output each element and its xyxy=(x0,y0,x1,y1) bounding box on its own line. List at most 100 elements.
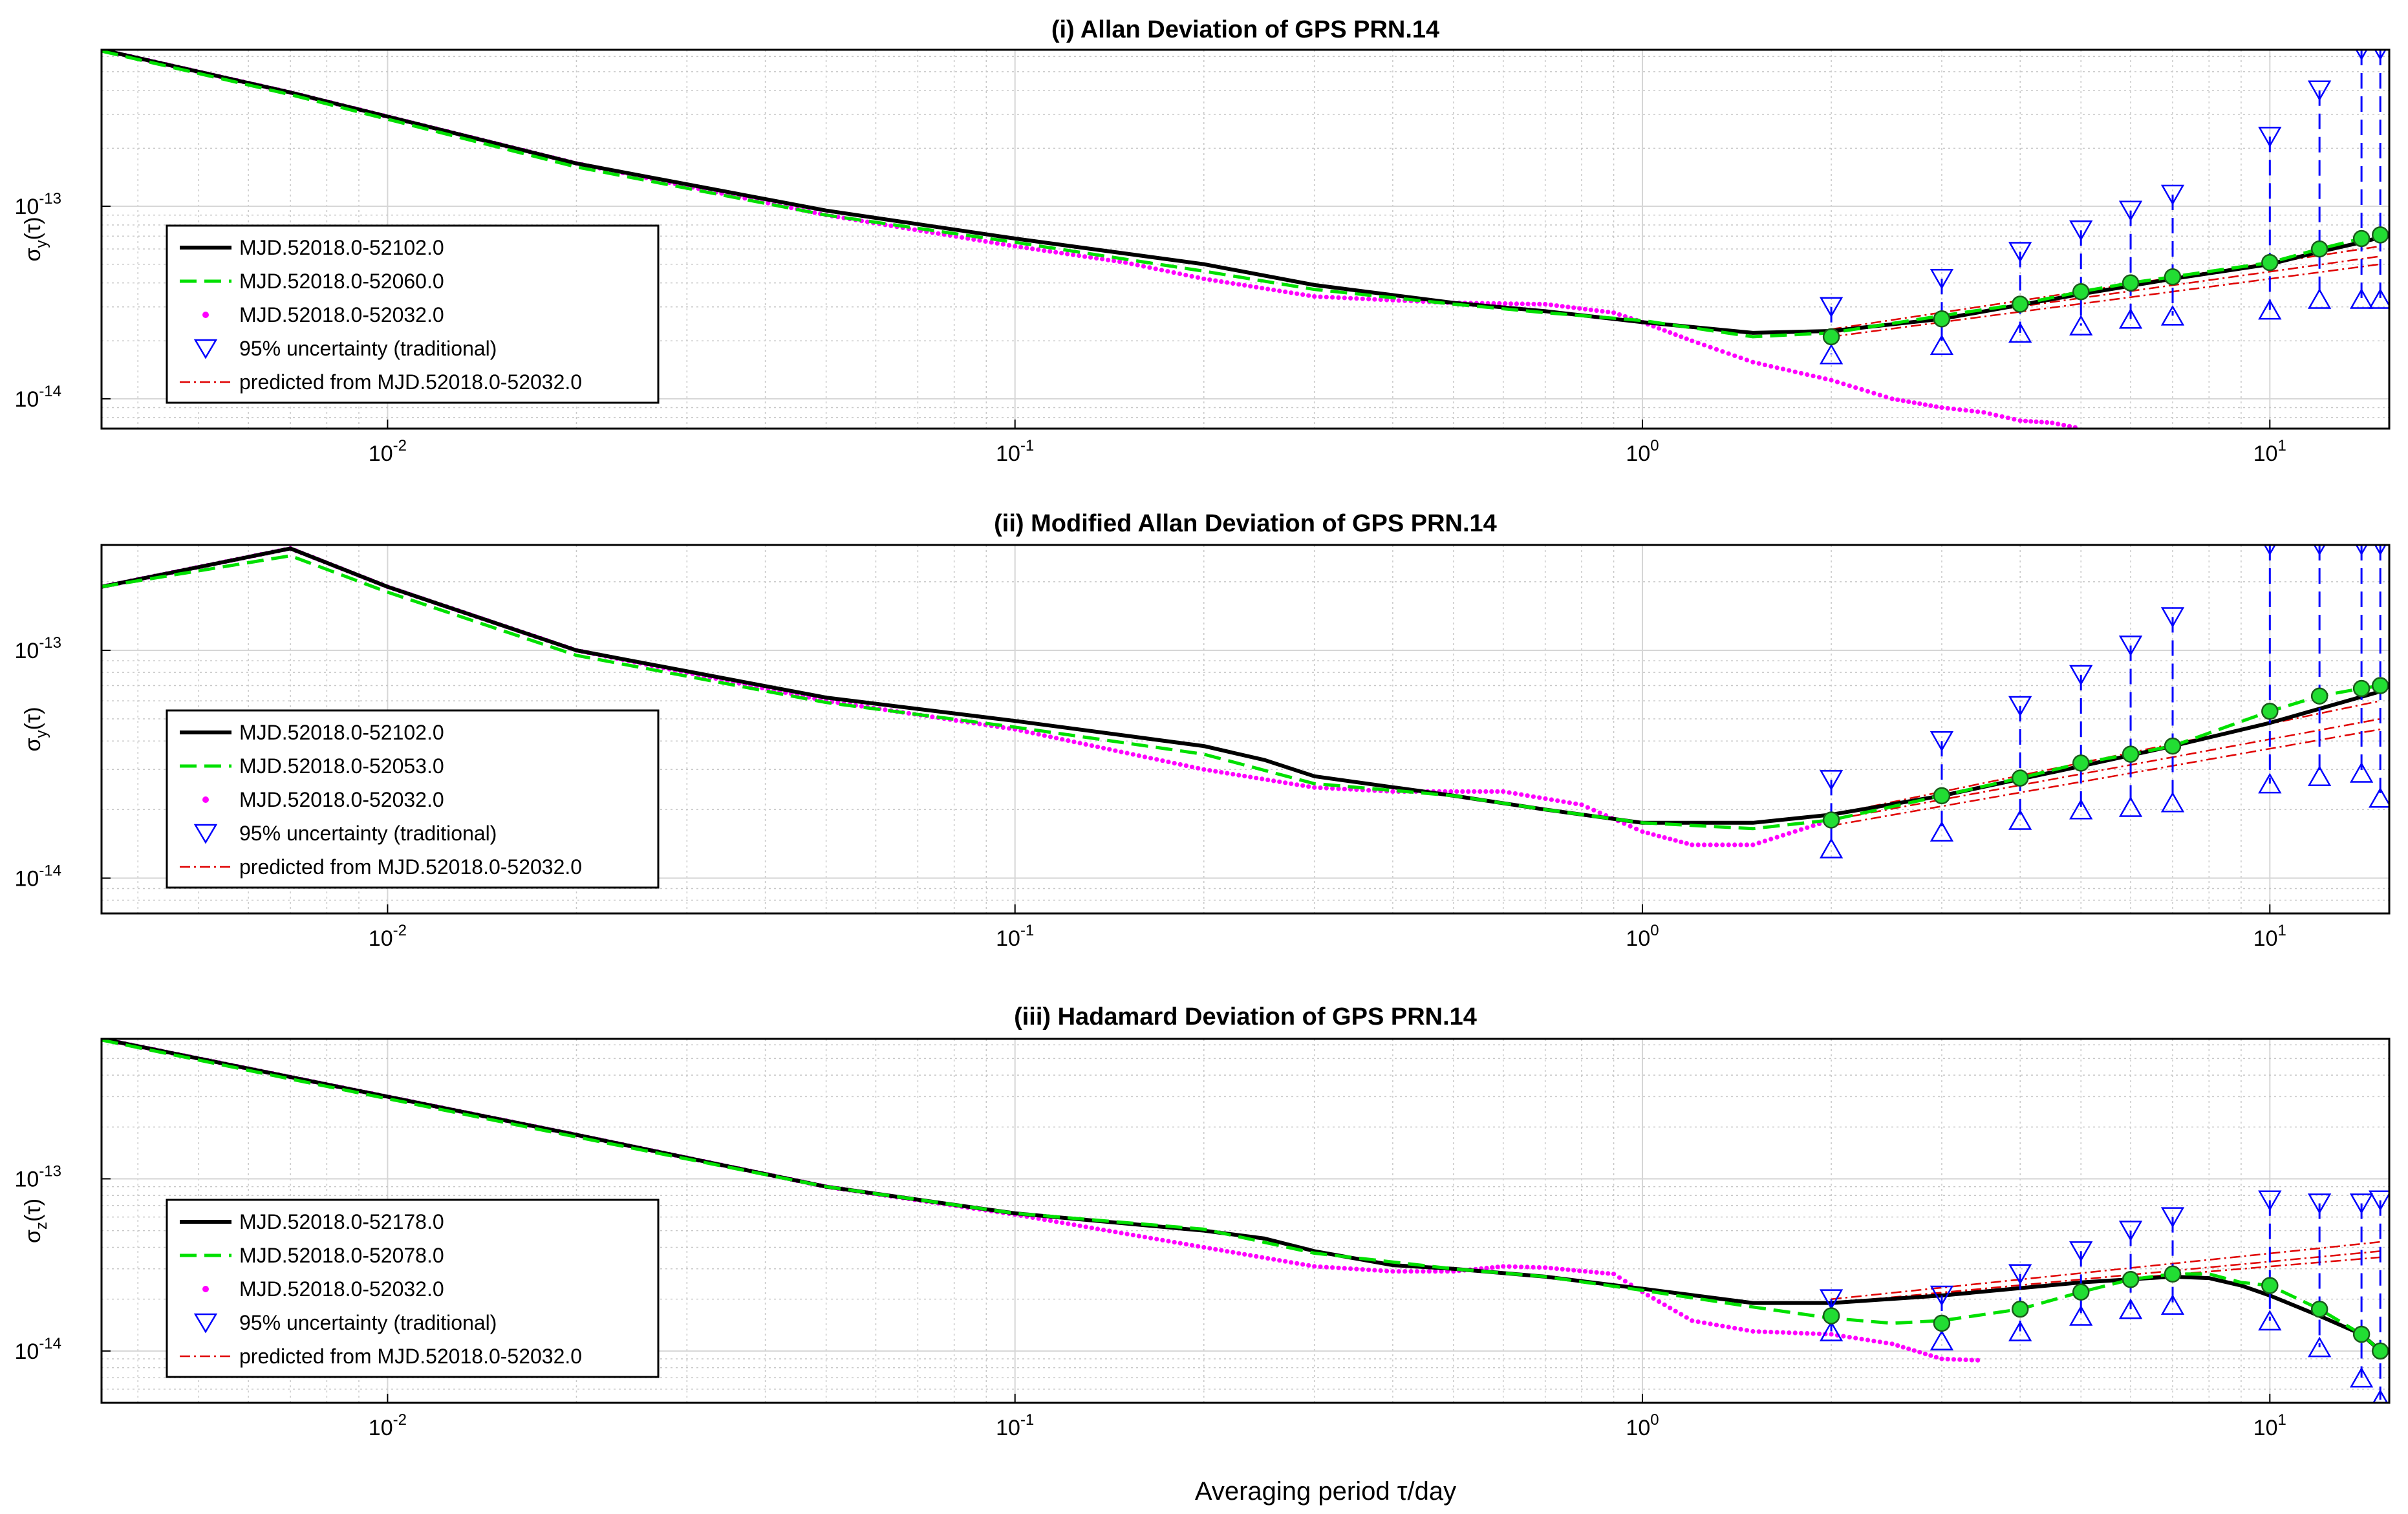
data-point xyxy=(1248,284,1253,289)
data-point xyxy=(1260,1255,1265,1260)
data-point xyxy=(1975,409,1981,414)
data-point xyxy=(1571,305,1576,310)
legend: MJD.52018.0-52102.0 MJD.52018.0-52053.0 MJ… xyxy=(166,709,660,889)
data-point xyxy=(1433,1269,1438,1274)
data-point xyxy=(1289,781,1294,786)
data-point xyxy=(1136,1233,1141,1239)
data-point xyxy=(1348,295,1353,301)
data-point xyxy=(1242,283,1247,288)
data-point xyxy=(1060,1220,1065,1226)
data-point xyxy=(1495,1264,1500,1270)
data-point xyxy=(1560,1266,1565,1272)
data-point xyxy=(1312,785,1317,790)
data-point xyxy=(1236,773,1242,778)
data-point xyxy=(1906,399,1911,405)
data-point xyxy=(1242,773,1247,779)
y-axis-label: σy(τ) xyxy=(21,217,50,261)
data-point xyxy=(1651,832,1656,837)
data-point xyxy=(1289,1260,1294,1265)
uncertainty-upper-marker xyxy=(1930,730,1954,752)
data-point xyxy=(1095,1226,1101,1231)
legend-swatch-dot xyxy=(202,796,209,803)
axes-box xyxy=(100,48,2391,430)
uncertainty-upper-marker xyxy=(2160,1207,2185,1228)
uncertainty-upper-marker xyxy=(2069,220,2093,241)
data-point xyxy=(1225,1249,1230,1254)
legend-swatch-triangle xyxy=(193,339,218,359)
data-point xyxy=(1662,835,1667,840)
data-point xyxy=(1702,1320,1707,1325)
data-point xyxy=(1798,827,1804,832)
data-point xyxy=(1928,403,1933,409)
data-point xyxy=(1822,328,1840,346)
data-point xyxy=(1130,752,1135,757)
uncertainty-lower-marker xyxy=(2307,288,2332,309)
data-point xyxy=(1871,1338,1876,1343)
data-point xyxy=(1561,799,1566,804)
data-point xyxy=(1811,823,1816,828)
data-point xyxy=(1478,789,1483,794)
uncertainty-group xyxy=(1819,1190,2389,1403)
grid xyxy=(102,50,2389,429)
data-point xyxy=(1283,780,1288,785)
predicted-line xyxy=(1831,255,2381,334)
uncertainty-upper-marker xyxy=(2160,184,2185,206)
data-point xyxy=(1489,789,1494,794)
uncertainty-lower-marker xyxy=(1819,1320,1844,1341)
data-point xyxy=(1265,286,1271,292)
data-point xyxy=(1933,1314,1951,1332)
data-point xyxy=(1847,383,1852,389)
data-point xyxy=(1805,825,1810,830)
legend-label: MJD.52018.0-52032.0 xyxy=(239,303,444,326)
uncertainty-upper-marker xyxy=(2307,1193,2332,1215)
data-point xyxy=(1787,831,1792,836)
data-point xyxy=(1577,1268,1582,1274)
data-point xyxy=(2310,1300,2328,1318)
data-point xyxy=(1889,1341,1895,1347)
series-group xyxy=(102,1039,2389,1403)
data-point xyxy=(1543,301,1548,307)
data-point xyxy=(1354,1266,1359,1272)
data-point xyxy=(1396,298,1401,303)
chart-title: (i) Allan Deviation of GPS PRN.14 xyxy=(1051,16,1439,43)
uncertainty-upper-marker xyxy=(2258,1190,2282,1211)
data-point xyxy=(1219,1248,1224,1253)
y-tick-label: 10-13 xyxy=(14,1163,61,1192)
data-point xyxy=(1895,1343,1900,1348)
data-point xyxy=(1673,332,1678,337)
data-point xyxy=(2352,1325,2370,1343)
data-point xyxy=(1917,1350,1922,1355)
data-point xyxy=(1917,401,1922,407)
data-point xyxy=(1548,303,1554,308)
uncertainty-lower-marker xyxy=(2258,773,2282,794)
data-point xyxy=(766,200,771,206)
chart-panel-2: 10-2 10-1 100 101 10-14 10-13 σy(τ) (ii) Modifi… xyxy=(14,510,2391,951)
data-point xyxy=(1695,340,1701,346)
data-point xyxy=(1066,738,1071,743)
series-mid-line xyxy=(102,554,2381,831)
legend-swatch-dot xyxy=(202,312,209,318)
data-point xyxy=(1939,405,1944,410)
data-point xyxy=(1679,839,1684,844)
data-point xyxy=(1117,259,1123,264)
data-point xyxy=(1501,1264,1506,1269)
data-point xyxy=(1207,1246,1212,1251)
data-point xyxy=(1579,802,1584,807)
data-point xyxy=(1254,775,1259,781)
uncertainty-upper-marker xyxy=(2008,1264,2032,1285)
data-point xyxy=(1567,800,1572,805)
data-point xyxy=(1847,1334,1852,1340)
predicted-line xyxy=(1831,718,2381,821)
data-point xyxy=(1421,1269,1426,1274)
data-point xyxy=(1147,265,1152,270)
uncertainty-lower-marker xyxy=(2258,1310,2282,1331)
data-point xyxy=(1030,730,1035,736)
data-point xyxy=(1300,783,1306,788)
legend-label: MJD.52018.0-52060.0 xyxy=(239,270,444,293)
data-point xyxy=(1236,282,1242,287)
data-point xyxy=(1939,1356,1944,1361)
data-point xyxy=(1503,301,1508,306)
data-point xyxy=(1906,1346,1911,1352)
data-point xyxy=(1324,294,1329,300)
